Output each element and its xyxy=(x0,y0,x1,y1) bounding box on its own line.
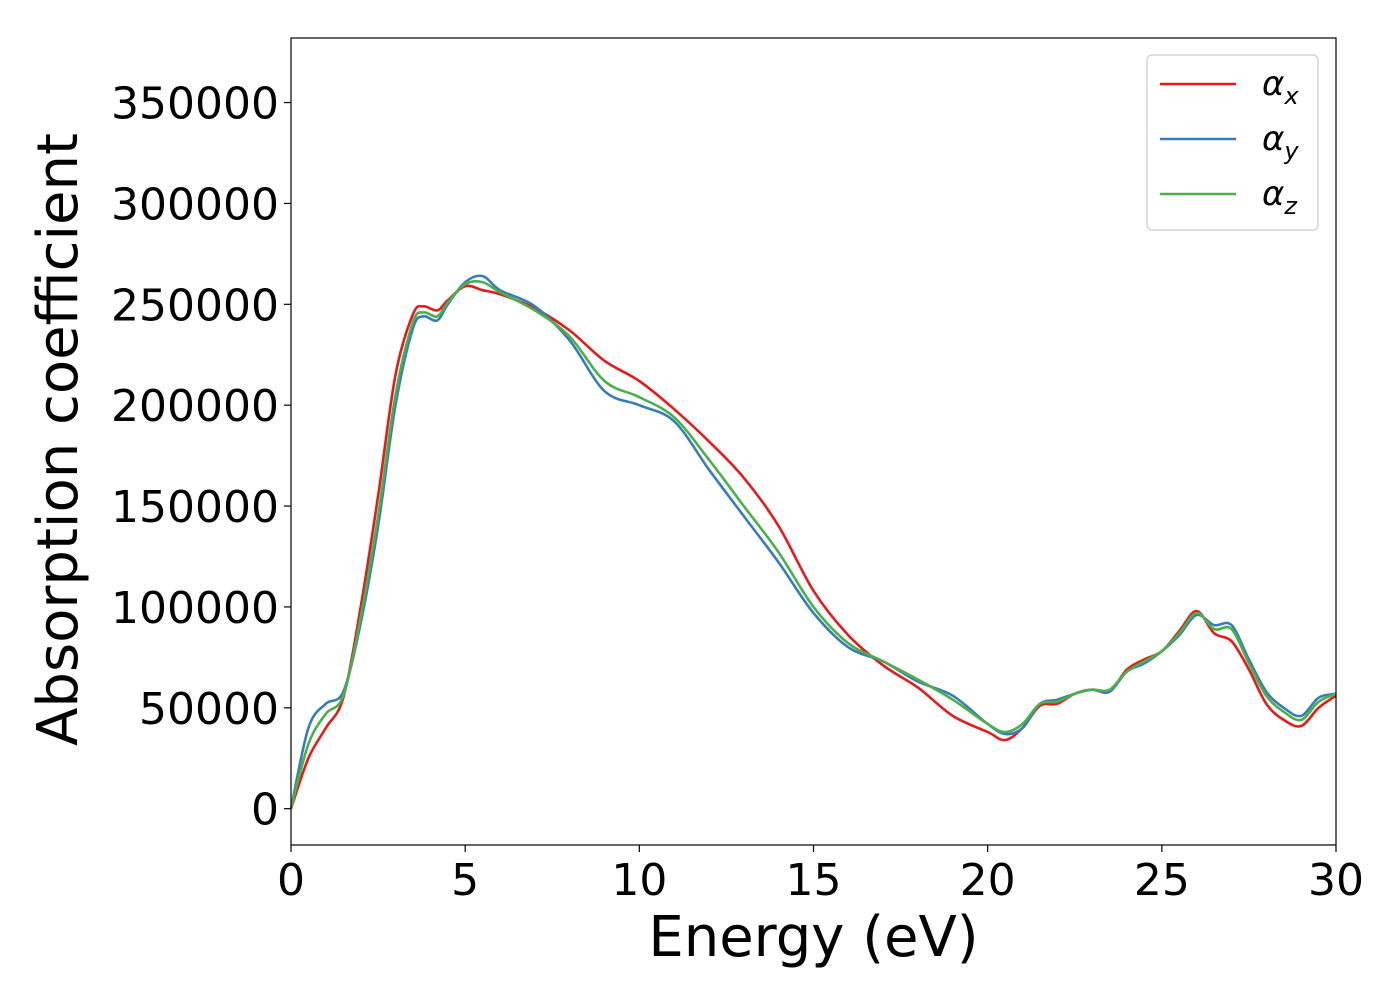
legend-label-z: αz xyxy=(1262,174,1298,220)
y-axis-title: Absorption coefficient xyxy=(26,133,91,746)
y-tick-label: 350000 xyxy=(111,79,279,130)
y-axis: 0 50000 100000 150000 200000 250000 300000 3500… xyxy=(111,79,291,836)
legend: αx αy αz xyxy=(1146,54,1319,231)
x-axis-title: Energy (eV) xyxy=(648,905,978,970)
legend-label-x: αx xyxy=(1262,64,1299,110)
series-line-z xyxy=(289,279,1337,810)
series-line-y xyxy=(289,274,1337,809)
x-tick-label: 10 xyxy=(611,855,667,906)
x-axis: 0 5 10 15 20 25 30 xyxy=(277,845,1364,906)
legend-box xyxy=(1146,54,1319,231)
legend-label-y: αy xyxy=(1262,119,1299,165)
x-tick-label: 25 xyxy=(1134,855,1190,906)
x-tick-label: 30 xyxy=(1308,855,1364,906)
series-line-x xyxy=(289,284,1337,810)
y-tick-label: 50000 xyxy=(139,684,279,735)
y-tick-label: 0 xyxy=(251,785,279,836)
y-tick-label: 250000 xyxy=(111,280,279,331)
x-tick-label: 15 xyxy=(786,855,842,906)
y-tick-label: 100000 xyxy=(111,583,279,634)
x-tick-label: 0 xyxy=(277,855,305,906)
series-layer xyxy=(289,274,1337,810)
y-tick-label: 300000 xyxy=(111,179,279,230)
y-tick-label: 200000 xyxy=(111,381,279,432)
x-tick-label: 20 xyxy=(960,855,1016,906)
y-tick-label: 150000 xyxy=(111,482,279,533)
x-tick-label: 5 xyxy=(451,855,479,906)
